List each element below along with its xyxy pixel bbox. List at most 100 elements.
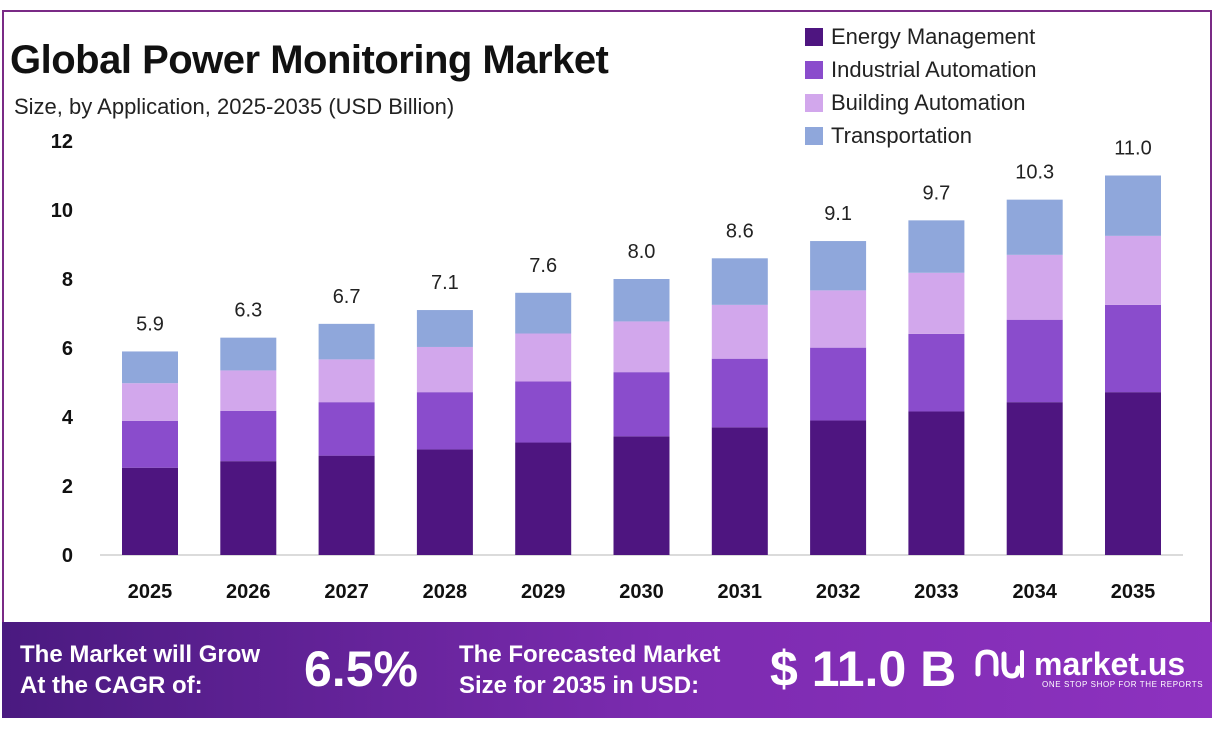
bar-total-label: 6.7	[333, 286, 361, 308]
forecast-label-line-2: Size for 2035 in USD:	[459, 672, 700, 699]
bar-segment-2030-4	[613, 279, 670, 322]
legend: Energy Management Industrial Automation …	[805, 20, 1036, 152]
bar-segment-2034-3	[1006, 254, 1063, 320]
bar-segment-2025-1	[122, 467, 178, 555]
brand-tagline: ONE STOP SHOP FOR THE REPORTS	[1042, 680, 1204, 689]
bar-segment-2034-4	[1006, 199, 1063, 255]
legend-swatch-industrial-automation	[805, 60, 823, 79]
bar-segment-2030-3	[613, 321, 670, 373]
bar-segment-2025-2	[122, 420, 178, 468]
bar-total-label: 11.0	[1114, 138, 1151, 160]
x-tick-label: 2033	[914, 581, 959, 603]
bar-segment-2026-3	[220, 370, 277, 411]
legend-item-industrial-automation: Industrial Automation	[805, 53, 1036, 86]
y-tick-label: 2	[62, 476, 73, 498]
x-tick-label: 2026	[226, 581, 271, 603]
bar-segment-2032-4	[810, 241, 867, 291]
brand-logo: market.us	[974, 644, 1185, 684]
bar-segment-2029-4	[515, 292, 572, 334]
x-tick-label: 2035	[1111, 581, 1156, 603]
chart-subtitle: Size, by Application, 2025-2035 (USD Bil…	[14, 94, 455, 119]
bar-segment-2028-4	[416, 310, 473, 347]
bar-segment-2027-3	[318, 359, 375, 403]
bar-total-label: 9.1	[824, 203, 852, 225]
bar-segment-2034-2	[1006, 319, 1063, 403]
y-tick-label: 10	[51, 200, 73, 222]
bar-segment-2028-3	[416, 346, 473, 393]
bar-segment-2033-2	[908, 333, 965, 412]
bar-segment-2025-4	[122, 351, 178, 384]
x-tick-label: 2034	[1012, 581, 1057, 603]
bar-segment-2033-3	[908, 272, 965, 334]
y-tick-label: 4	[62, 407, 74, 429]
bar-segment-2035-4	[1105, 175, 1161, 236]
x-tick-label: 2025	[128, 581, 173, 603]
legend-item-building-automation: Building Automation	[805, 86, 1036, 119]
bar-segment-2032-3	[810, 290, 867, 348]
bar-segment-2027-2	[318, 402, 375, 456]
x-tick-label: 2032	[816, 581, 861, 603]
bar-segment-2035-2	[1105, 304, 1161, 393]
x-tick-label: 2029	[521, 581, 566, 603]
bar-segment-2029-3	[515, 333, 572, 382]
bar-segment-2026-1	[220, 461, 277, 555]
bar-segment-2034-1	[1006, 402, 1063, 555]
bar-segment-2031-1	[711, 427, 768, 555]
forecast-label: The Forecasted Market Size for 2035 in U…	[459, 639, 720, 701]
bar-total-label: 10.3	[1015, 162, 1054, 184]
forecast-value: $ 11.0 B	[770, 641, 957, 697]
bar-segment-2025-3	[122, 383, 178, 421]
legend-label-transportation: Transportation	[831, 122, 973, 148]
x-tick-label: 2028	[423, 581, 468, 603]
legend-item-transportation: Transportation	[805, 119, 1036, 152]
bar-total-label: 7.6	[529, 255, 557, 277]
legend-label-building-automation: Building Automation	[831, 89, 1026, 115]
bar-segment-2028-1	[416, 449, 473, 555]
x-tick-label: 2027	[324, 581, 369, 603]
bar-segment-2027-4	[318, 323, 375, 360]
cagr-label: The Market will Grow At the CAGR of:	[20, 639, 260, 701]
forecast-label-line-1: The Forecasted Market	[459, 641, 721, 668]
x-tick-label: 2030	[619, 581, 664, 603]
bar-segment-2032-2	[810, 347, 867, 421]
bar-segment-2033-1	[908, 411, 965, 555]
cagr-label-line-1: The Market will Grow	[20, 641, 261, 668]
bar-segment-2031-2	[711, 358, 768, 428]
bar-total-label: 8.0	[628, 241, 656, 263]
y-tick-label: 6	[62, 338, 73, 360]
chart-title: Global Power Monitoring Market	[10, 38, 609, 82]
market-us-logo-icon	[975, 649, 1024, 679]
bar-total-label: 7.1	[431, 272, 459, 294]
bar-segment-2029-2	[515, 381, 572, 443]
cagr-label-line-2: At the CAGR of:	[20, 672, 203, 699]
y-tick-label: 0	[62, 545, 73, 567]
legend-item-energy-management: Energy Management	[805, 20, 1036, 53]
y-tick-label: 12	[51, 131, 73, 153]
bar-segment-2035-3	[1105, 235, 1161, 305]
y-tick-label: 8	[62, 269, 73, 291]
legend-swatch-energy-management	[805, 27, 823, 46]
brand-name: market.us	[1034, 646, 1186, 682]
bar-segment-2026-2	[220, 410, 277, 462]
bar-segment-2030-1	[613, 436, 670, 555]
bar-total-label: 9.7	[922, 182, 950, 204]
bar-segment-2026-4	[220, 337, 277, 371]
x-tick-label: 2031	[718, 581, 763, 603]
bar-total-label: 8.6	[726, 220, 754, 242]
bar-total-label: 5.9	[136, 313, 164, 335]
legend-label-industrial-automation: Industrial Automation	[831, 56, 1037, 82]
cagr-value: 6.5%	[304, 641, 418, 697]
bar-segment-2030-2	[613, 372, 670, 437]
bar-segment-2031-4	[711, 258, 768, 305]
bar-segment-2029-1	[515, 442, 572, 555]
bar-total-label: 6.3	[234, 300, 262, 322]
legend-swatch-building-automation	[805, 93, 823, 112]
summary-banner: The Market will Grow At the CAGR of: 6.5…	[2, 622, 1212, 718]
bar-segment-2027-1	[318, 455, 375, 555]
bar-segment-2035-1	[1105, 392, 1161, 555]
bar-segment-2032-1	[810, 420, 867, 555]
legend-swatch-transportation	[805, 126, 823, 145]
bar-segment-2031-3	[711, 304, 768, 359]
stacked-bar-chart: 0 2 4 6 8 10 12 5.9 2025 6.3 2026 6.7 2027 7.1 2028 7.6…	[51, 131, 1183, 603]
bar-segment-2028-2	[416, 392, 473, 450]
